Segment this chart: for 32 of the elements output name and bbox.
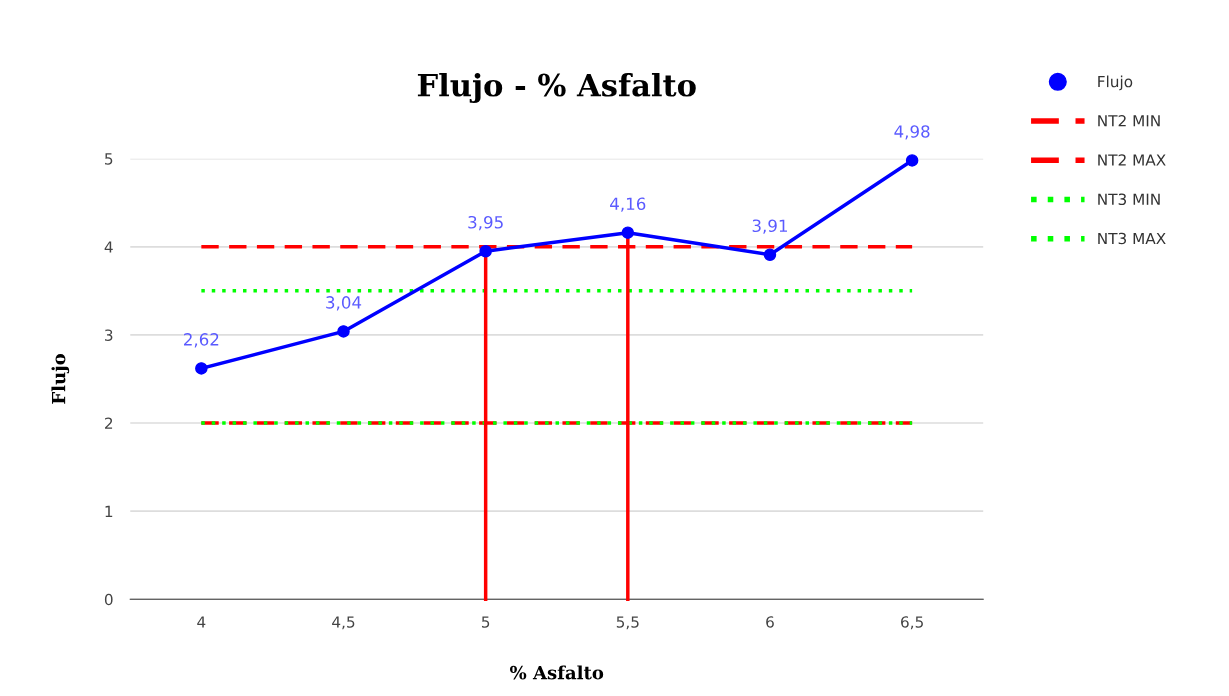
y-tick-label: 3 — [105, 329, 113, 341]
y-axis-title: Flujo — [51, 354, 70, 404]
legend-label: Flujo — [1098, 75, 1133, 91]
point — [621, 226, 635, 239]
x-tick-label: 5 — [481, 616, 490, 628]
y-tick-label: 2 — [105, 417, 113, 429]
x-tick-label: 4 — [197, 616, 206, 628]
data-label: 3,95 — [468, 215, 503, 231]
point — [337, 325, 350, 338]
data-label: 4,16 — [610, 197, 646, 212]
x-tick-label: 6,5 — [901, 616, 923, 630]
y-tick-label: 0 — [104, 593, 113, 606]
x-tick-label: 4,5 — [332, 616, 355, 630]
y-tick-label: 4 — [104, 241, 113, 253]
x-tick-label: 6 — [766, 616, 774, 628]
point — [479, 244, 492, 258]
data-label: 3,91 — [752, 219, 787, 234]
chart-title: Flujo - % Asfalto — [417, 72, 696, 103]
data-label: 4,98 — [894, 125, 930, 140]
point — [763, 248, 777, 261]
y-tick-label: 1 — [105, 505, 113, 517]
x-axis-title: % Asfalto — [510, 665, 604, 680]
y-tick-label: 5 — [105, 153, 113, 165]
legend-label: NT2 MAX — [1098, 154, 1166, 166]
point — [195, 362, 208, 375]
x-tick-label: 5,5 — [616, 616, 639, 630]
legend-label: NT2 MIN — [1098, 115, 1160, 127]
data-label: 3,04 — [326, 296, 362, 311]
data-label: 2,62 — [184, 333, 219, 348]
point — [905, 154, 919, 167]
legend-label: NT3 MIN — [1098, 193, 1160, 206]
legend-label: NT3 MAX — [1098, 232, 1166, 245]
